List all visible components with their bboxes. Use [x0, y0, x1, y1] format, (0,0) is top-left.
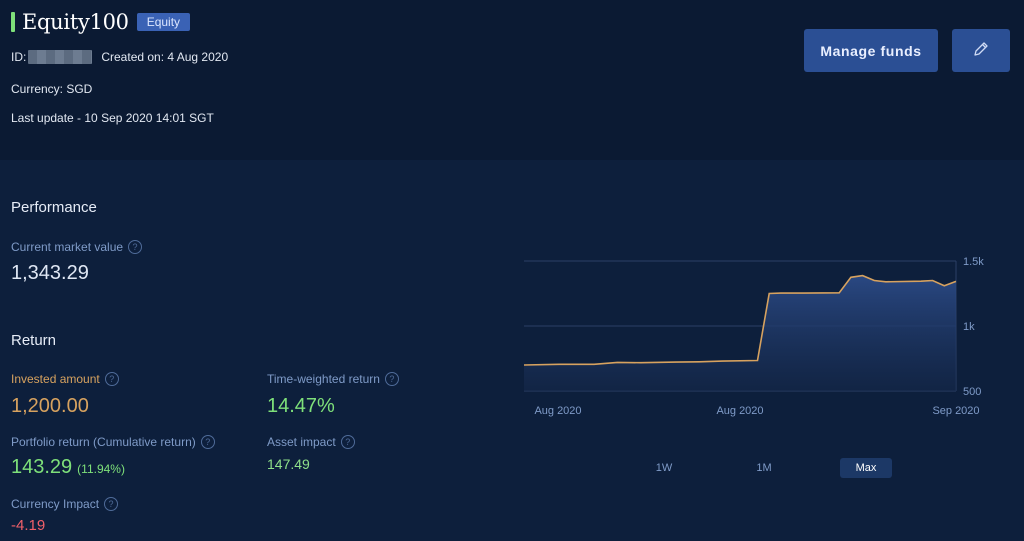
created-date: Created on: 4 Aug 2020: [101, 50, 229, 64]
portfolio-return: 143.29 (11.94%): [11, 456, 125, 479]
asset-impact-label-text: Asset impact: [267, 435, 336, 449]
x-tick-label: Aug 2020: [716, 405, 763, 417]
x-tick-label: Sep 2020: [932, 405, 979, 417]
help-icon[interactable]: ?: [200, 435, 215, 449]
x-tick-label: Aug 2020: [534, 405, 581, 417]
market-value-label: Current market value ?: [11, 240, 143, 254]
invested-amount: 1,200.00: [11, 395, 89, 417]
asset-impact-label: Asset impact ?: [267, 435, 355, 449]
fund-type-badge: Equity: [136, 13, 191, 31]
range-1w-button[interactable]: 1W: [655, 462, 673, 474]
y-tick-label: 500: [963, 386, 981, 398]
pencil-icon: [972, 40, 990, 61]
invested-amount-label: Invested amount ?: [11, 372, 119, 386]
redacted-id: [28, 50, 93, 64]
portfolio-return-value: 143.29: [11, 456, 73, 478]
invested-amount-label-text: Invested amount: [11, 372, 100, 386]
twr-label-text: Time-weighted return: [267, 372, 380, 386]
help-icon[interactable]: ?: [340, 435, 355, 449]
fund-id-row: ID: Created on: 4 Aug 2020: [11, 50, 228, 64]
currency-impact-label-text: Currency Impact: [11, 497, 100, 511]
chart-area: [524, 275, 956, 391]
portfolio-return-label-text: Portfolio return (Cumulative return): [11, 435, 196, 449]
fund-header: Equity100 Equity ID: Created on: 4 Aug 2…: [0, 0, 1024, 160]
title-accent-bar: [11, 12, 15, 32]
market-value: 1,343.29: [11, 262, 89, 284]
help-icon[interactable]: ?: [128, 240, 143, 254]
help-icon[interactable]: ?: [384, 372, 399, 386]
y-tick-label: 1k: [963, 321, 975, 333]
twr-value: 14.47%: [267, 395, 335, 417]
currency-impact-label: Currency Impact ?: [11, 497, 119, 511]
portfolio-return-label: Portfolio return (Cumulative return) ?: [11, 435, 215, 449]
y-tick-label: 1.5k: [963, 256, 984, 268]
portfolio-return-pct: (11.94%): [77, 462, 125, 476]
help-icon[interactable]: ?: [104, 497, 119, 511]
asset-impact: 147.49: [267, 456, 310, 472]
fund-title: Equity100: [22, 10, 129, 34]
range-1m-button[interactable]: 1M: [756, 462, 772, 474]
title-row: Equity100 Equity: [11, 10, 191, 34]
manage-funds-button[interactable]: Manage funds: [804, 29, 938, 72]
currency-info: Currency: SGD: [11, 82, 93, 96]
id-label: ID:: [11, 50, 27, 64]
help-icon[interactable]: ?: [104, 372, 119, 386]
performance-chart[interactable]: 1.5k 1k 500 Aug 2020 Aug 2020 Sep 2020: [520, 250, 1000, 425]
last-update: Last update - 10 Sep 2020 14:01 SGT: [11, 111, 214, 125]
edit-button[interactable]: [952, 29, 1010, 72]
performance-title: Performance: [11, 199, 97, 216]
chart-line: [523, 274, 957, 366]
range-max-button[interactable]: Max: [840, 458, 892, 478]
currency-impact: -4.19: [11, 517, 46, 534]
return-title: Return: [11, 332, 57, 349]
market-value-label-text: Current market value: [11, 240, 124, 254]
twr-label: Time-weighted return ?: [267, 372, 399, 386]
